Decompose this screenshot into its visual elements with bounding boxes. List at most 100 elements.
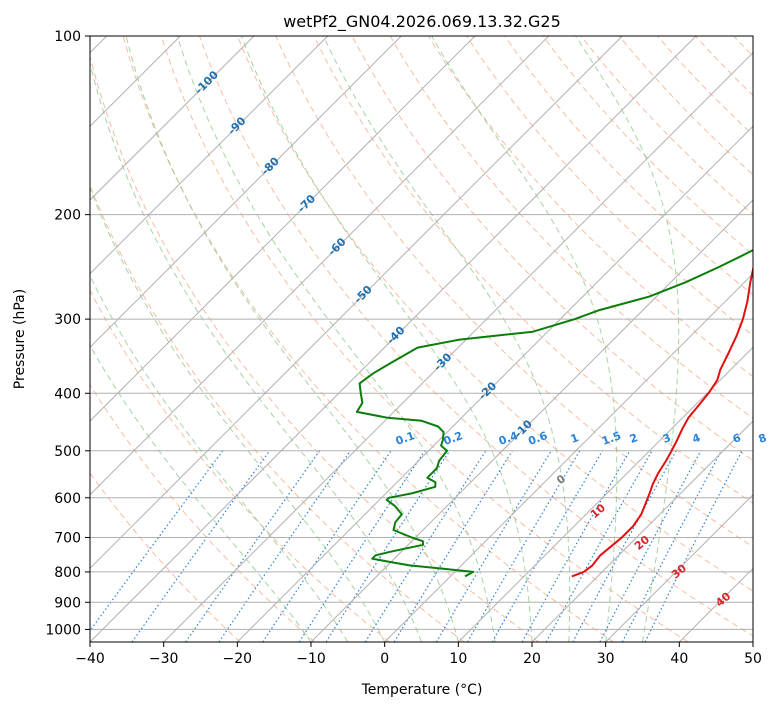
moist-adiabat-line [431,36,618,642]
dry-adiabat-line [389,36,753,419]
dry-adiabat-line [275,36,753,548]
y-tick-label: 400 [54,386,81,402]
y-tick-label: 100 [54,29,81,45]
y-tick-label: 500 [54,444,81,460]
moist-adiabat-line [240,36,533,642]
y-tick-label: 700 [54,531,81,547]
mixing-ratio-label: 6 [731,431,743,446]
isotherm-line [752,641,753,642]
dry-adiabat-line [427,36,753,378]
plot-frame [89,35,754,643]
dry-adiabat-line [466,36,753,337]
mixing-ratio-line [435,450,552,642]
grid [90,36,753,630]
isotherm-line [90,36,623,570]
y-tick-label: 600 [54,491,81,507]
x-tick-label: 20 [523,651,541,667]
x-tick-label: −20 [223,651,253,667]
dry-adiabat-line [733,36,753,57]
mixing-ratio-label: 1 [569,431,581,446]
mixing-ratio-line [298,450,426,642]
y-axis: 100 200 300 400 500 600 700 800 900 1000 [45,29,90,638]
isotherm-line [236,125,753,642]
y-tick-label: 300 [54,312,81,328]
mixing-ratio-line [131,450,271,642]
dry-adiabat-line [313,36,753,504]
moist-adiabat-line [90,274,349,642]
moist-adiabat-label: 10 [588,501,608,521]
x-tick-label: −30 [149,651,179,667]
moist-adiabat-line [176,36,496,642]
mixing-ratio-label: 3 [661,431,673,446]
moist-adiabat-line [323,36,571,642]
x-tick-label: 50 [744,651,762,667]
mixing-ratio-line [545,450,653,642]
moist-adiabat-label: 0 [554,472,568,487]
y-axis-label: Pressure (hPa) [12,289,28,389]
mixing-ratio-label: 8 [757,431,769,446]
mixing-ratio-line [262,450,392,642]
isotherm-line [384,272,753,642]
x-tick-label: 0 [380,651,389,667]
y-tick-label: 800 [54,565,81,581]
moist-adiabat-line [90,344,312,642]
dry-adiabat-line [90,184,465,642]
x-tick-label: 30 [597,651,615,667]
mixing-ratio-line [521,450,631,642]
isotherm-line [531,420,753,642]
y-tick-label: 900 [54,595,81,611]
moist-adiabat-line [125,36,459,642]
x-tick-label: −10 [296,651,326,667]
mixing-ratio-line [90,450,224,632]
mixing-ratio-line [599,450,702,642]
isotherm-line [90,36,697,642]
mixing-ratio-line [325,450,451,642]
isotherm-line [90,36,476,422]
dry-adiabat-line [542,36,753,256]
y-tick-label: 200 [54,208,81,224]
chart-title: wetPf2_GN04.2026.069.13.32.G25 [283,12,561,32]
isotherm-lines [90,36,753,642]
isotherm-line [90,36,329,275]
isotherm-line [678,567,753,642]
dry-adiabat-line [90,54,540,642]
dry-adiabat-line [122,36,614,642]
isotherm-line [90,36,402,349]
isotherm-line [90,36,550,496]
moist-adiabat-line [90,61,422,642]
temperature-line [571,264,753,578]
dry-adiabat-line [237,36,753,592]
mixing-ratio-line [218,450,351,642]
isotherm-line [310,199,753,642]
isotherm-line [90,36,255,201]
dry-adiabat-line [580,36,753,215]
moist-adiabat-label: 30 [669,561,689,581]
mixing-ratio-label: 2 [628,431,640,446]
x-tick-label: 10 [449,651,467,667]
y-tick-label: 1000 [45,622,81,638]
moist-adiabat-label: 20 [632,533,652,553]
dry-adiabat-line [351,36,753,462]
mixing-ratio-label: 1.5 [600,429,623,448]
mixing-ratio-line [364,450,487,642]
x-tick-label: −40 [75,651,105,667]
dry-adiabat-line [504,36,753,296]
mixing-ratio-label: 4 [690,431,702,446]
moist-adiabat-line [575,36,680,642]
mixing-ratio-line [572,450,677,642]
mixing-ratio-line [185,450,321,642]
mixing-ratio-line [644,450,743,642]
moist-adiabat-line [90,187,386,642]
x-axis-label: Temperature (°C) [361,682,483,698]
x-axis: −40 −30 −20 −10 0 10 20 30 40 50 [75,642,762,667]
x-tick-label: 40 [670,651,688,667]
dewpoint-line [355,249,753,578]
isotherm-line [605,493,753,642]
isotherm-line [457,346,753,642]
moist-adiabat-label: 40 [713,589,733,609]
dry-adiabat-line [657,36,753,136]
dry-adiabat-line [90,383,316,642]
mixing-ratio-label: 0.2 [442,429,465,448]
dry-adiabat-line [90,472,241,642]
